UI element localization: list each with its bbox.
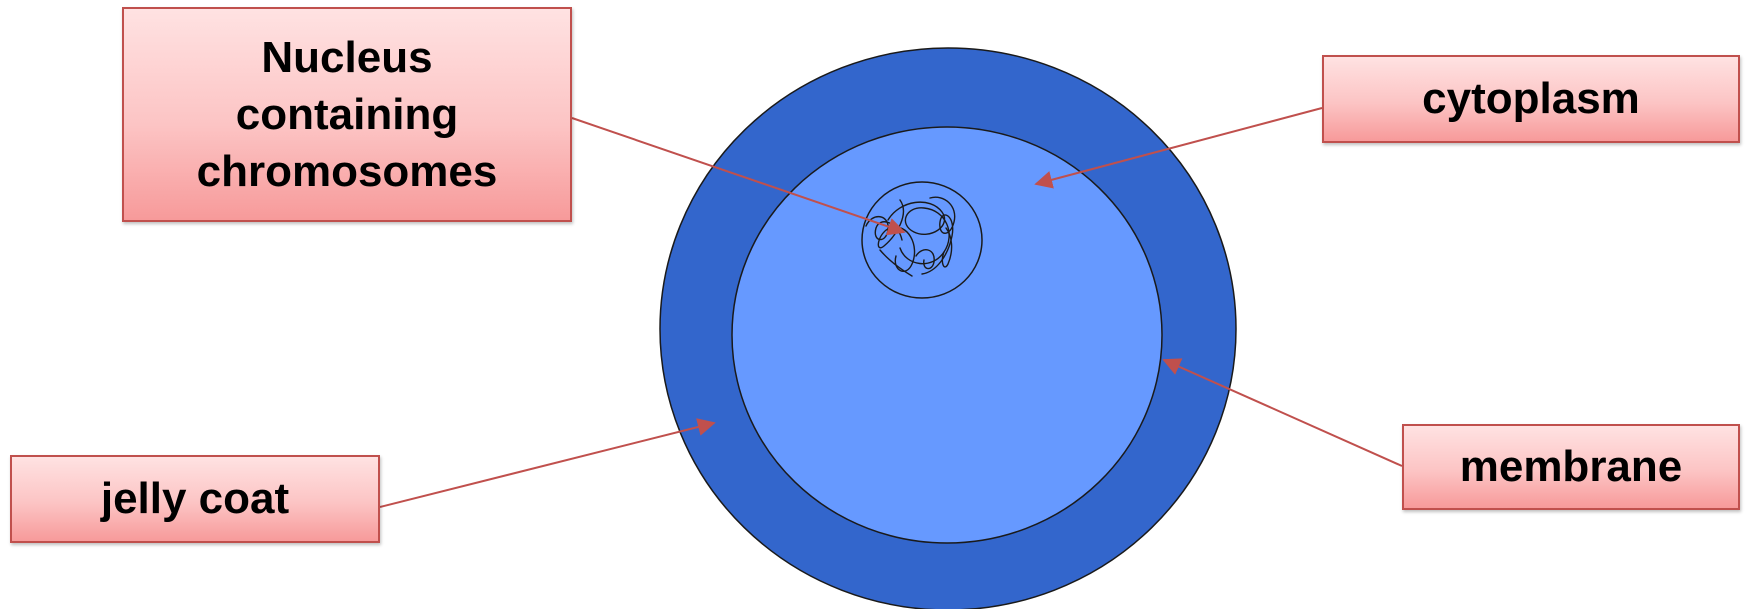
cytoplasm-pointer-line [1034, 107, 1323, 189]
nucleus-pointer-line [571, 117, 906, 236]
nucleus-shape [861, 181, 983, 299]
cytoplasm-shape [731, 126, 1163, 544]
membrane-label: membrane [1459, 442, 1683, 492]
nucleus-label-box: Nucleus containing chromosomes [122, 7, 572, 222]
cytoplasm-label: cytoplasm [1422, 74, 1640, 124]
jelly-coat-label-box: jelly coat [10, 455, 380, 543]
nucleus-label: Nucleus containing chromosomes [196, 32, 498, 197]
jelly-coat-pointer-line [379, 418, 716, 508]
cytoplasm-label-box: cytoplasm [1322, 55, 1740, 143]
membrane-label-box: membrane [1402, 424, 1740, 510]
membrane-pointer-line [1162, 358, 1403, 467]
jelly-coat-label: jelly coat [100, 474, 290, 524]
